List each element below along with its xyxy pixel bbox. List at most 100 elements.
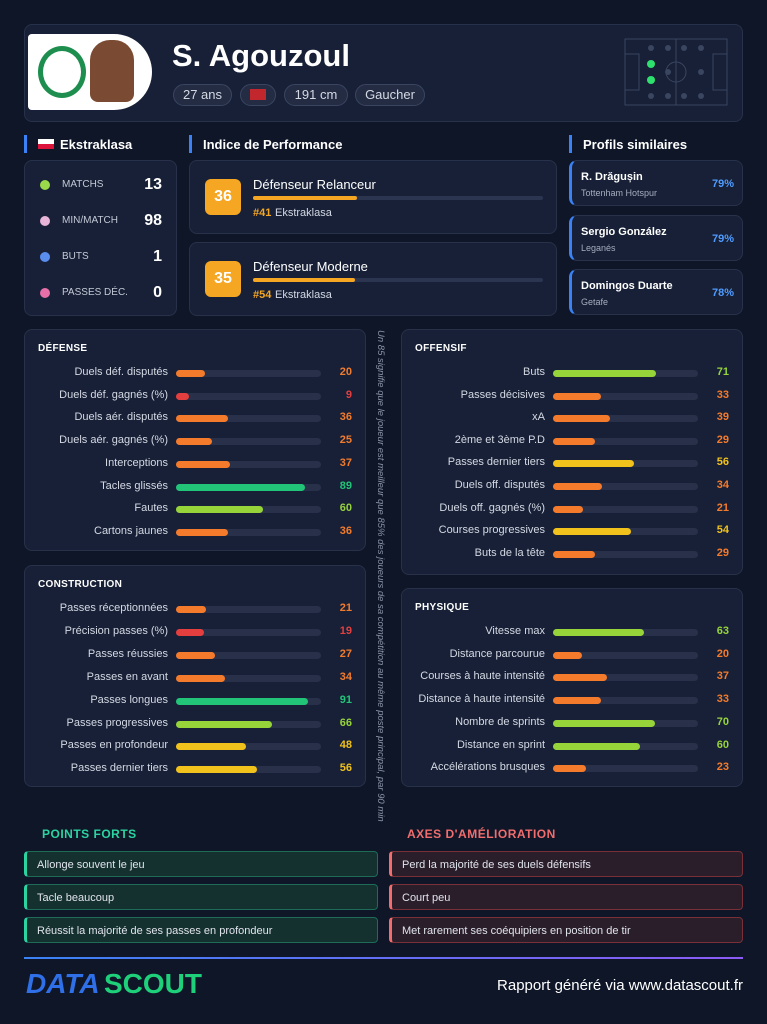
bar-track [553,765,698,773]
stat-row-label: Duels aér. gagnés (%) [59,434,168,447]
score-box: 35 [205,261,241,297]
stat-row-label: Passes décisives [460,388,545,401]
bar-fill [553,483,603,490]
stat-label: BUTS [62,251,89,262]
bar-fill [176,743,246,751]
stat-row-value: 56 [716,456,729,469]
stat-row-value: 23 [716,761,729,774]
similar-score: 79% [711,232,734,245]
bar-track [553,483,698,490]
position-pitch [624,38,728,106]
stat-row-value: 39 [716,411,729,424]
stat-row-label: Distance parcourue [449,647,545,660]
similar-card [569,160,743,206]
stat-row-label: Buts de la tête [474,546,545,559]
similar-name: Domingos Duarte [581,280,673,292]
bar-fill [553,651,582,659]
score-box: 36 [205,179,241,215]
bar-fill [176,651,216,659]
player-name: S. Agouzoul [172,38,350,73]
bar-track [176,606,321,613]
stat-row-value: 33 [716,388,729,401]
similar-card [569,214,743,261]
bar-fill [176,766,258,774]
stat-row-value: 37 [716,670,729,683]
stat-row-value: 29 [716,546,729,559]
stat-row-label: Courses progressives [438,524,545,537]
bar-track [176,370,321,377]
brand-left: DATA [26,968,100,999]
section-title: OFFENSIF [415,343,467,354]
stat-row-label: Accélérations brusques [430,761,545,774]
similar-club: Getafe [581,297,609,307]
bar-fill [176,438,213,446]
stat-row-value: 33 [716,693,729,706]
bar-fill [176,483,306,491]
bar-track [176,460,321,468]
profile-rank: #54 [253,289,272,301]
stat-row-label: Fautes [134,502,168,515]
stat-row-label: Duels off. gagnés (%) [439,501,545,514]
title-accent [189,135,192,153]
bar-track [553,415,698,423]
section-title: DÉFENSE [38,343,88,354]
similar-title: Profils similaires [583,137,688,152]
stat-row-value: 70 [716,715,729,728]
footer-text: Rapport généré via www.datascout.fr [497,977,743,994]
stat-row-label: xA [532,411,545,424]
divider [24,957,743,959]
bar-fill [176,392,190,400]
bar-fill [176,628,204,636]
stat-row-label: Passes progressives [66,716,169,729]
bar-fill [176,720,272,728]
stat-row-value: 63 [716,625,729,637]
bar-fill [553,719,655,727]
stat-row-value: 9 [345,388,352,401]
stat-row-value: 71 [716,366,729,378]
stat-row-value: 21 [716,501,729,514]
strengths-item: Tacle beaucoup [24,884,378,910]
improvements-item: Met rarement ses coéquipiers en position… [389,917,743,943]
stat-row-label: Interceptions [105,456,168,469]
stat-icon [40,252,50,262]
title-accent [569,135,572,153]
info-pill: 27 ans [173,84,232,106]
stat-row-label: Passes en profondeur [60,739,168,752]
bar-fill [176,506,263,514]
stat-row-value: 34 [339,670,352,683]
stat-row-value: 89 [339,479,352,492]
strengths-item: Réussit la majorité de ses passes en pro… [24,917,378,943]
stat-row-value: 27 [339,647,352,660]
bar-fill [553,370,656,377]
stat-label: MIN/MATCH [62,215,118,226]
bar-fill [553,550,596,558]
stat-row-value: 36 [339,411,352,424]
stat-row-value: 20 [716,647,729,660]
bar-fill [176,370,205,377]
bar-fill [176,460,230,468]
player-face [90,40,134,102]
bar-track [176,628,321,636]
stat-row-label: Passes dernier tiers [447,456,545,469]
bar-fill [553,697,601,705]
bar-track [553,437,698,445]
stat-label: PASSES DÉC. [62,287,128,298]
info-pill: 191 cm [284,84,348,106]
stat-row-label: Passes dernier tiers [70,762,168,775]
stat-row-value: 25 [339,434,352,447]
profile-name: Défenseur Relanceur [253,177,376,192]
bar-fill [553,742,640,750]
stat-row-label: Vitesse max [485,625,545,637]
stat-row-label: Buts [522,366,545,378]
flag-poland [38,139,54,144]
section-title: CONSTRUCTION [38,579,123,590]
stat-row-label: Passes en avant [86,670,168,683]
bar-fill [553,392,601,400]
similar-club: Tottenham Hotspur [581,188,658,198]
bar-fill [176,674,226,682]
bar-fill [553,415,610,423]
strengths-item: Allonge souvent le jeu [24,851,378,877]
bar-track [553,392,698,400]
league-title: Ekstraklasa [60,137,133,152]
